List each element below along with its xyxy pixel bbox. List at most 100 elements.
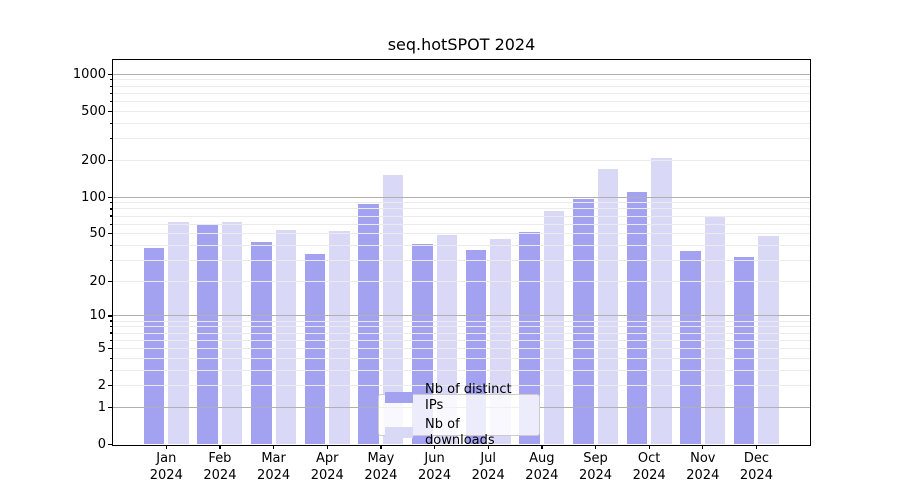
minor-gridline: [113, 101, 810, 103]
minor-gridline: [113, 223, 810, 225]
minor-gridline: [113, 320, 810, 322]
legend-item-distinct-ips: Nb of distinct IPs: [385, 382, 532, 414]
minor-gridline: [113, 159, 810, 161]
minor-gridline: [113, 347, 810, 349]
minor-gridline: [113, 79, 810, 81]
y-tick: [108, 73, 113, 75]
y-tick: [108, 110, 113, 112]
y-axis-tick-labels: 0 1 2 5 10 20 50 100 200 500 1000: [0, 60, 106, 452]
bar-distinct-ips: [251, 241, 272, 445]
minor-gridline: [113, 369, 810, 371]
minor-gridline: [113, 357, 810, 359]
major-gridline: [113, 315, 810, 317]
minor-gridline: [113, 332, 810, 334]
y-minor-tick: [110, 223, 113, 225]
minor-gridline: [113, 122, 810, 124]
x-tick: [702, 444, 704, 449]
minor-gridline: [113, 138, 810, 140]
minor-gridline: [113, 244, 810, 246]
y-tick-label: 1: [97, 399, 106, 415]
minor-gridline: [113, 326, 810, 328]
y-tick: [108, 443, 113, 446]
x-tick: [595, 444, 597, 449]
x-tick: [434, 444, 436, 449]
legend-label-distinct-ips: Nb of distinct IPs: [425, 381, 512, 413]
major-gridline: [113, 196, 810, 198]
y-minor-tick: [110, 202, 113, 204]
y-tick: [108, 196, 113, 198]
bar-distinct-ips: [733, 257, 755, 445]
x-tick-label: Dec 2024: [739, 451, 773, 483]
minor-gridline: [113, 92, 810, 94]
y-tick: [108, 385, 113, 387]
legend-label-downloads: Nb of downloads: [425, 416, 495, 448]
x-axis-tick-labels: Jan 2024 Feb 2024 Mar 2024 Apr 2024 May 2024…: [113, 451, 810, 491]
y-tick-label: 5: [97, 340, 106, 356]
bar-distinct-ips: [680, 250, 701, 445]
y-tick: [108, 280, 113, 282]
bar-downloads: [275, 229, 297, 445]
bar-distinct-ips: [519, 231, 540, 445]
bar-downloads: [382, 174, 404, 445]
bar-downloads: [704, 216, 726, 445]
legend-swatch-downloads: [385, 427, 413, 438]
x-tick-label: Aug 2024: [525, 451, 559, 483]
bar-distinct-ips: [143, 248, 165, 445]
bar-distinct-ips: [197, 225, 218, 445]
y-tick: [108, 315, 113, 317]
x-tick-label: Jun 2024: [418, 451, 452, 483]
y-minor-tick: [110, 259, 113, 262]
minor-gridline: [113, 259, 810, 261]
y-minor-tick: [110, 137, 113, 140]
bar-distinct-ips: [304, 253, 326, 445]
y-minor-tick: [110, 244, 113, 247]
bar-distinct-ips: [358, 203, 379, 445]
chart-title: seq.hotSPOT 2024: [387, 35, 536, 54]
y-minor-tick: [110, 320, 113, 322]
x-tick-label: Apr 2024: [310, 451, 344, 483]
y-minor-tick: [110, 339, 113, 341]
y-minor-tick: [110, 85, 113, 87]
y-tick-label: 50: [89, 226, 106, 242]
minor-gridline: [113, 385, 810, 387]
y-minor-tick: [110, 369, 113, 371]
y-tick: [108, 347, 113, 350]
bar-downloads: [329, 230, 350, 445]
x-tick-label: Sep 2024: [578, 451, 613, 483]
y-minor-tick: [110, 332, 113, 334]
y-tick-label: 500: [81, 103, 106, 119]
legend: Nb of distinct IPs Nb of downloads: [378, 382, 540, 448]
y-minor-tick: [110, 92, 113, 94]
y-minor-tick: [110, 215, 113, 217]
y-tick: [108, 159, 113, 161]
major-gridline: [113, 73, 810, 75]
y-minor-tick: [110, 208, 113, 210]
y-tick-label: 2: [97, 378, 106, 394]
x-tick-label: Jan 2024: [149, 451, 183, 483]
y-tick-label: 200: [81, 152, 106, 168]
y-tick-label: 20: [89, 273, 106, 289]
y-tick-label: 0: [97, 437, 106, 452]
minor-gridline: [113, 202, 810, 204]
plot-area: [108, 59, 811, 449]
bar-downloads: [490, 239, 511, 445]
bar-downloads: [436, 234, 458, 445]
bar-downloads: [651, 157, 672, 445]
bar-downloads: [597, 168, 618, 445]
x-tick: [326, 444, 328, 449]
y-minor-tick: [110, 357, 113, 359]
x-tick: [380, 444, 382, 449]
x-tick: [165, 444, 167, 449]
x-tick: [219, 444, 221, 449]
minor-gridline: [113, 215, 810, 217]
legend-item-downloads: Nb of downloads: [385, 417, 532, 449]
minor-gridline: [113, 233, 810, 235]
x-tick-label: Nov 2024: [686, 451, 720, 483]
legend-swatch-distinct-ips: [385, 392, 413, 403]
minor-gridline: [113, 280, 810, 282]
bar-downloads: [543, 210, 565, 445]
minor-gridline: [113, 208, 810, 210]
minor-gridline: [113, 110, 810, 112]
y-minor-tick: [110, 122, 113, 124]
